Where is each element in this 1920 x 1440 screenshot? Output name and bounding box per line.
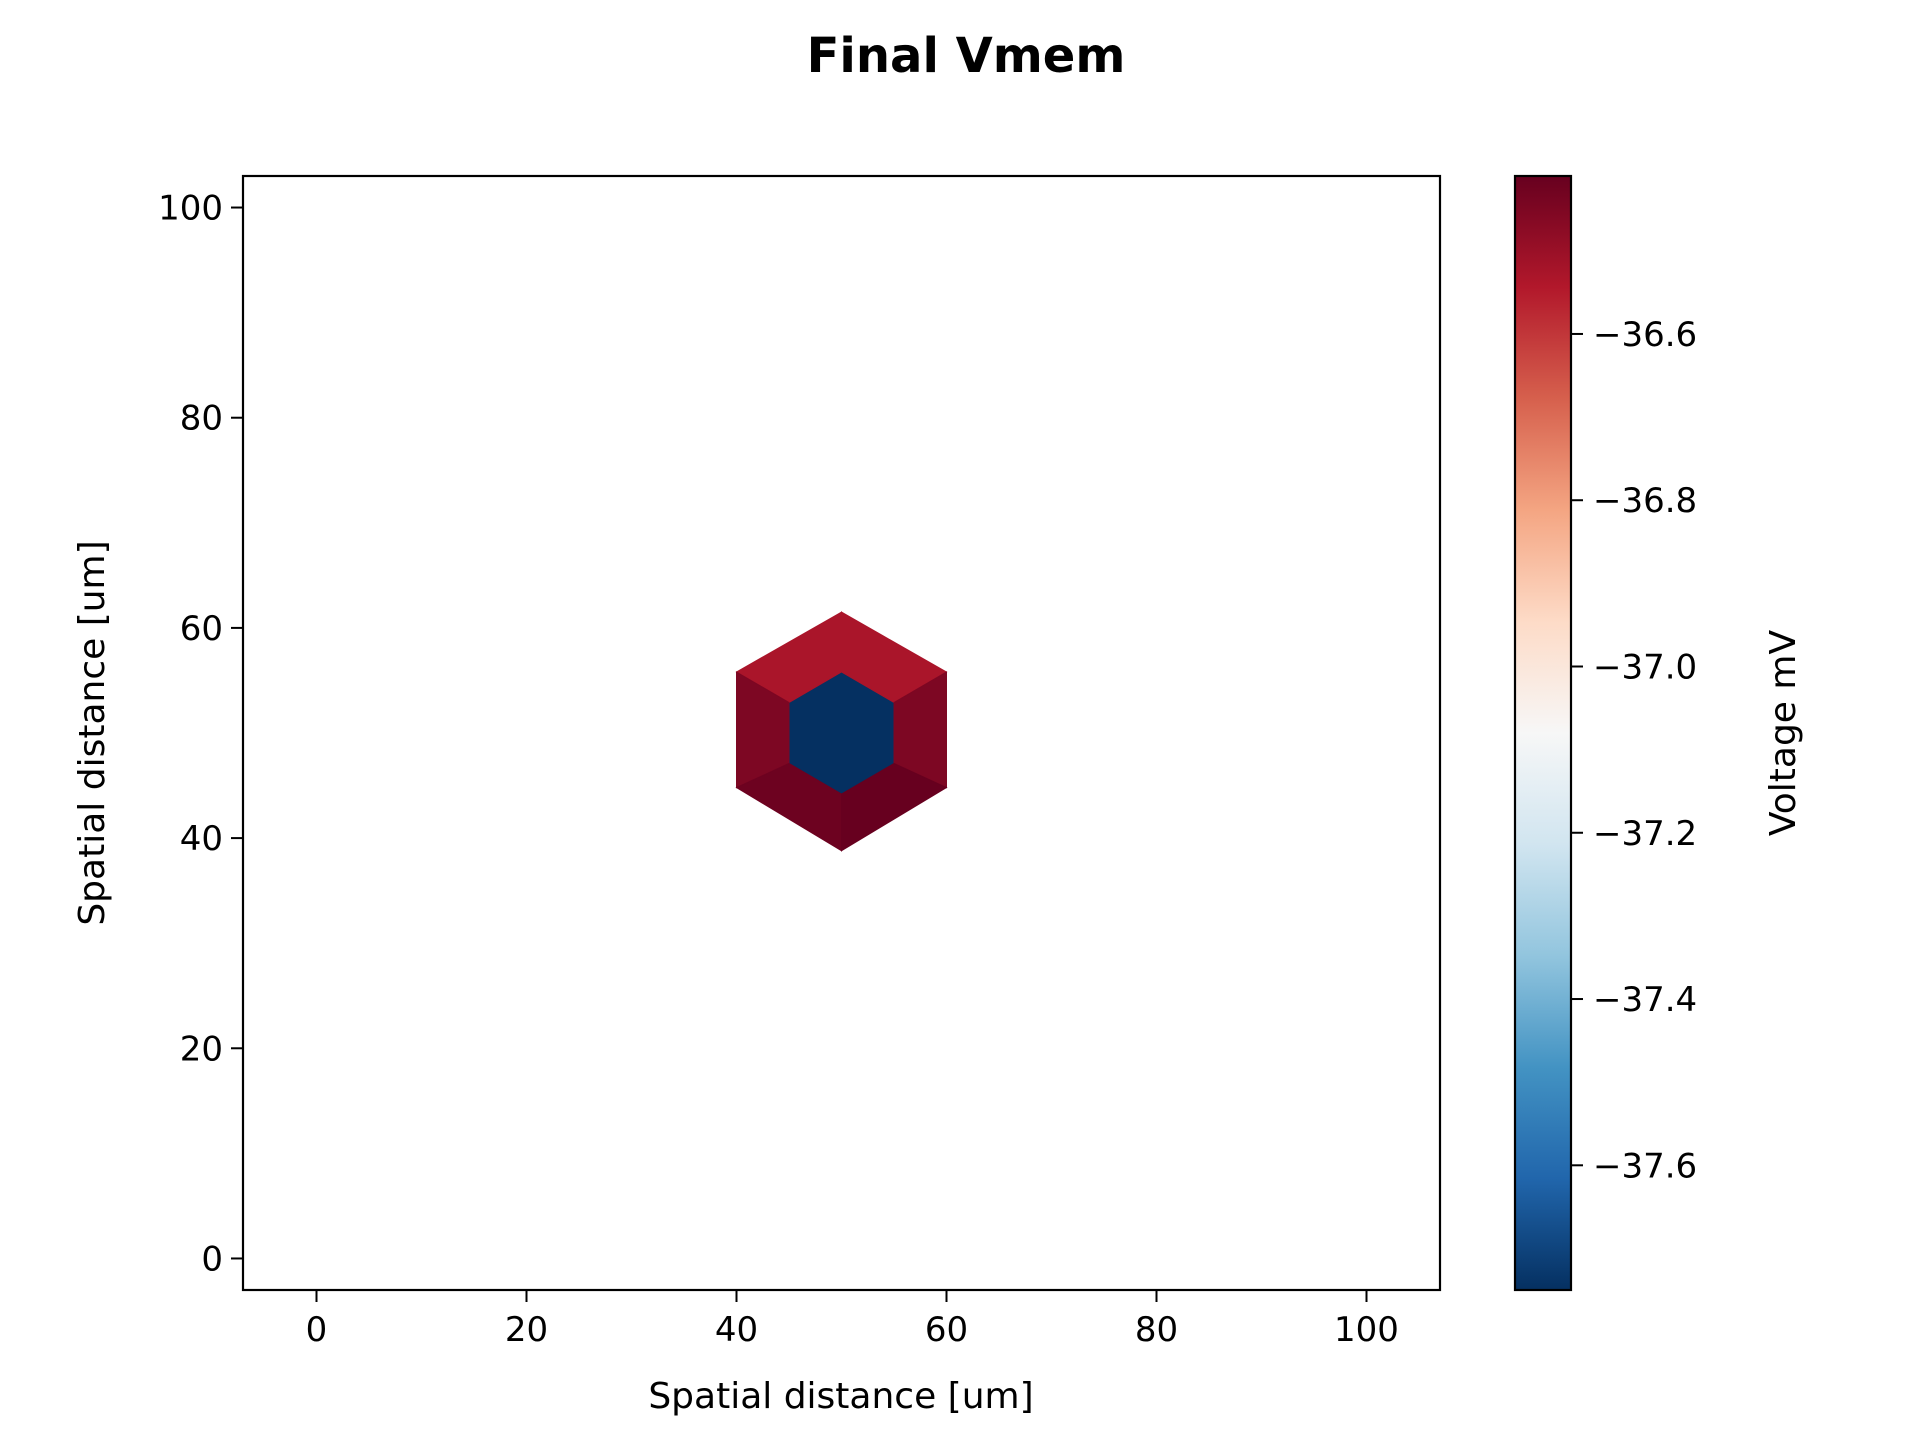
colorbar: −36.6 −36.8 −37.0 −37.2 −37.4 −37.6 Voltage m… [1513, 174, 1804, 1292]
y-tick-label: 0 [201, 1239, 223, 1279]
cell-layer [735, 611, 948, 852]
colorbar-gradient [1515, 176, 1571, 1290]
x-tick-label: 40 [715, 1310, 758, 1350]
plot-area [241, 174, 1442, 1292]
plot-frame [241, 174, 1442, 1292]
y-tick-label: 20 [180, 1029, 223, 1069]
colorbar-frame [1513, 174, 1573, 1292]
cell-bottom-right [841, 762, 948, 852]
colorbar-tick-label: −36.8 [1593, 481, 1697, 521]
x-tick-label: 20 [505, 1310, 548, 1350]
x-tick-label: 60 [925, 1310, 968, 1350]
y-axis: 0 20 40 60 80 100 [158, 189, 243, 1279]
colorbar-tick-label: −37.2 [1593, 814, 1697, 854]
x-tick-label: 80 [1135, 1310, 1178, 1350]
x-axis-label: Spatial distance [um] [648, 1376, 1033, 1417]
colorbar-tick-label: −36.6 [1593, 315, 1697, 355]
x-tick-label: 100 [1334, 1310, 1399, 1350]
y-tick-label: 80 [180, 399, 223, 439]
y-tick-label: 60 [180, 609, 223, 649]
colorbar-tick-label: −37.4 [1593, 980, 1697, 1020]
y-tick-label: 100 [158, 189, 223, 229]
x-axis: 0 20 40 60 80 100 [306, 1290, 1399, 1350]
colorbar-tick-label: −37.0 [1593, 647, 1697, 687]
colorbar-tick-label: −37.6 [1593, 1146, 1697, 1186]
chart-title: Final Vmem [807, 28, 1126, 84]
y-tick-label: 40 [180, 819, 223, 859]
colorbar-label: Voltage mV [1763, 630, 1804, 837]
x-tick-label: 0 [306, 1310, 328, 1350]
y-axis-label: Spatial distance [um] [72, 540, 113, 925]
colorbar-ticks: −36.6 −36.8 −37.0 −37.2 −37.4 −37.6 [1571, 315, 1697, 1186]
